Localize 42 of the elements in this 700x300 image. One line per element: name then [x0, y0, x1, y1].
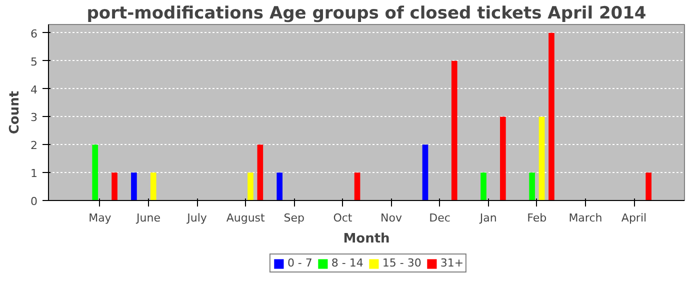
legend-label: 31+ — [440, 256, 464, 270]
x-tick-label: July — [186, 212, 208, 224]
legend-label: 0 - 7 — [287, 256, 312, 270]
bar — [538, 116, 545, 200]
x-tick-label: March — [568, 212, 602, 224]
bar — [451, 60, 458, 200]
bar — [548, 32, 554, 200]
y-tick-label: 6 — [30, 27, 38, 40]
x-tick-label: April — [621, 212, 647, 224]
bar — [529, 172, 535, 200]
bar — [354, 172, 360, 200]
bar — [150, 172, 156, 200]
x-tick-label: Feb — [527, 212, 547, 224]
y-tick-label: 4 — [30, 83, 38, 96]
x-tick-label: Sep — [284, 212, 305, 224]
y-tick-label: 5 — [30, 55, 38, 68]
x-tick-label: Dec — [429, 212, 450, 224]
x-tick-label: Oct — [333, 212, 353, 224]
y-tick-label: 0 — [30, 195, 38, 208]
bar — [92, 144, 98, 200]
x-tick-label: August — [226, 212, 266, 224]
x-tick-label: May — [88, 212, 112, 224]
bar — [422, 144, 428, 200]
legend-label: 15 - 30 — [382, 256, 422, 270]
x-tick-label: Nov — [380, 212, 402, 224]
bar — [131, 172, 137, 200]
y-tick-label: 2 — [30, 139, 38, 152]
legend-label: 8 - 14 — [331, 256, 364, 270]
chart-title: port-modifications Age groups of closed tickets April 2014 — [86, 4, 646, 24]
bar — [500, 116, 506, 200]
bar — [248, 172, 254, 200]
y-tick-label: 3 — [30, 111, 38, 124]
y-tick-label: 1 — [30, 167, 38, 180]
y-axis-title: Count — [8, 90, 22, 134]
bar — [480, 172, 486, 200]
x-tick-label: Jan — [478, 212, 497, 224]
bar — [112, 172, 118, 200]
bar — [276, 172, 283, 200]
bar — [257, 144, 264, 200]
bar — [646, 172, 652, 200]
x-tick-label: June — [136, 212, 161, 224]
x-axis-title: Month — [343, 232, 390, 246]
